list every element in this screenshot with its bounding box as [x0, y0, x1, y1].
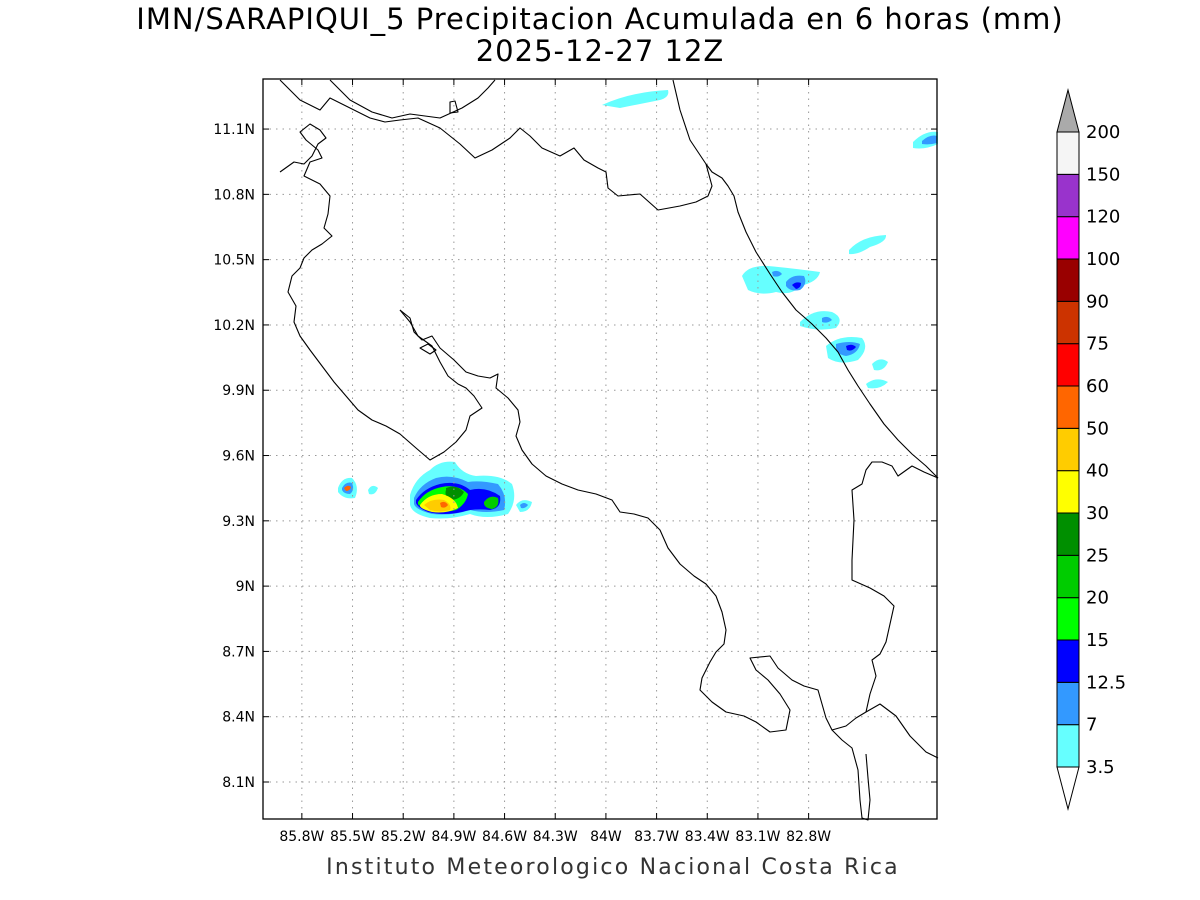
lon-tick-label: 85.2W: [381, 829, 426, 845]
coastline: [280, 80, 938, 820]
lat-tick-label: 9N: [236, 579, 255, 595]
legend-label: 90: [1086, 291, 1109, 312]
precip-cell: [866, 379, 888, 388]
color-legend: 3.5 7 12.5 15 20 25 30 40 50 60 75 90 100 120 150 200: [1057, 90, 1126, 809]
lon-tick-label: 85.8W: [279, 829, 324, 845]
legend-min-arrow: [1057, 767, 1079, 809]
precip-cell: [849, 235, 886, 254]
lon-tick-label: 83.7W: [634, 829, 679, 845]
precip-cell: [800, 311, 840, 329]
legend-swatch: [1057, 174, 1079, 216]
legend-swatch: [1057, 132, 1079, 174]
legend-label: 12.5: [1086, 672, 1126, 693]
legend-swatch: [1057, 344, 1079, 386]
latitude-axis: 11.1N 10.8N 10.5N 10.2N 9.9N 9.6N 9.3N 9N 8.7N 8.…: [213, 122, 937, 791]
legend-label: 200: [1086, 122, 1120, 143]
legend-swatch: [1057, 555, 1079, 597]
lat-tick-label: 10.2N: [213, 318, 255, 334]
legend-swatch: [1057, 513, 1079, 555]
legend-label: 30: [1086, 503, 1109, 524]
legend-swatch: [1057, 598, 1079, 640]
lon-tick-label: 85.5W: [330, 829, 375, 845]
legend-label: 15: [1086, 630, 1109, 651]
precip-cell: [368, 486, 378, 494]
lat-tick-label: 10.8N: [213, 187, 255, 203]
panama-border: [866, 704, 938, 758]
legend-label: 75: [1086, 334, 1109, 355]
legend-label: 20: [1086, 588, 1109, 609]
lat-tick-label: 11.1N: [213, 122, 255, 138]
lon-tick-label: 84W: [590, 829, 622, 845]
legend-label: 60: [1086, 376, 1109, 397]
map-frame: [263, 79, 937, 819]
pacific-coast-north: [280, 124, 482, 460]
precip-cell: [602, 90, 668, 108]
legend-swatch: [1057, 725, 1079, 767]
legend-swatch: [1057, 259, 1079, 301]
footer-credit: Instituto Meteorologico Nacional Costa R…: [0, 855, 1200, 880]
lon-tick-label: 82.8W: [786, 829, 831, 845]
legend-swatch: [1057, 386, 1079, 428]
legend-swatch: [1057, 640, 1079, 682]
legend-label: 25: [1086, 545, 1109, 566]
precip-cell: [872, 359, 888, 370]
lake-nicaragua-shore: [330, 80, 495, 118]
lat-tick-label: 9.6N: [222, 449, 255, 465]
lon-tick-label: 84.6W: [482, 829, 527, 845]
legend-swatch: [1057, 301, 1079, 343]
legend-label: 40: [1086, 461, 1109, 482]
lat-tick-label: 10.5N: [213, 253, 255, 269]
lon-tick-label: 84.9W: [431, 829, 476, 845]
legend-swatch: [1057, 428, 1079, 470]
map-grid: [263, 79, 937, 819]
lat-tick-label: 8.4N: [222, 710, 255, 726]
lon-tick-label: 83.4W: [685, 829, 730, 845]
legend-swatch: [1057, 682, 1079, 724]
precip-cell: [742, 266, 820, 294]
legend-label: 7: [1086, 715, 1097, 736]
burica-peninsula: [832, 730, 870, 820]
lon-tick-label: 84.3W: [533, 829, 578, 845]
lat-tick-label: 9.9N: [222, 383, 255, 399]
lon-tick-label: 83.1W: [735, 829, 780, 845]
precipitation-field: [338, 90, 938, 519]
gulf-nicoya-inner: [400, 310, 938, 732]
legend-swatch: [1057, 471, 1079, 513]
lat-tick-label: 8.7N: [222, 644, 255, 660]
legend-label: 3.5: [1086, 757, 1115, 778]
legend-label: 120: [1086, 207, 1120, 228]
legend-label: 150: [1086, 164, 1120, 185]
legend-max-arrow: [1057, 90, 1079, 132]
lat-tick-label: 9.3N: [222, 514, 255, 530]
legend-label: 100: [1086, 249, 1120, 270]
legend-label: 50: [1086, 418, 1109, 439]
legend-swatch: [1057, 217, 1079, 259]
lat-tick-label: 8.1N: [222, 775, 255, 791]
